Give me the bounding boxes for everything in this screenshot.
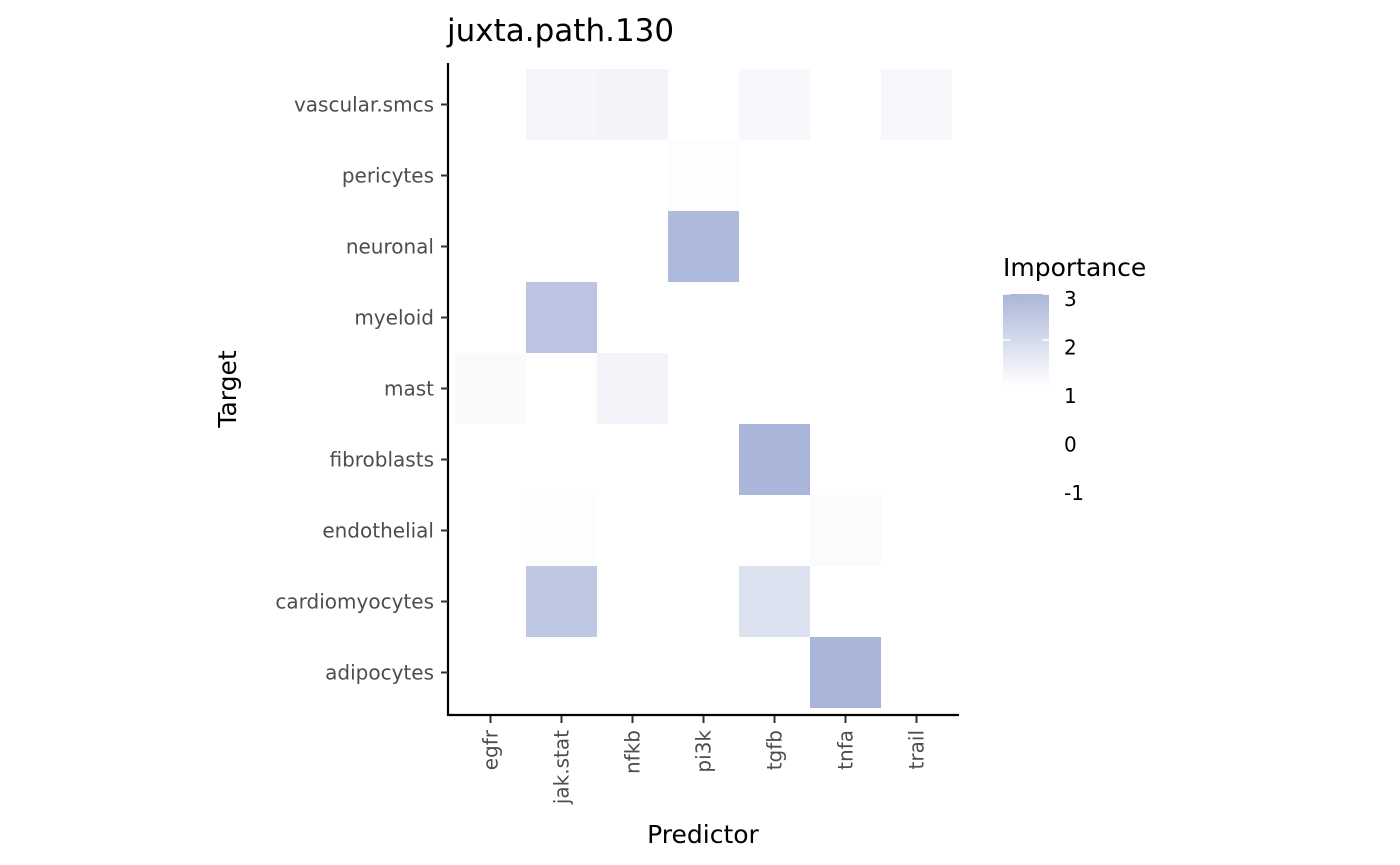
y-tick-label: cardiomyocytes [275, 590, 434, 614]
x-axis-ticks: egfr jak.stat nfkb pi3k tgfb tnfa trail [479, 716, 929, 805]
legend-tick-label: 2 [1064, 336, 1077, 360]
y-tick-label: mast [384, 377, 434, 401]
x-tick-label: jak.stat [550, 730, 574, 805]
heatmap-cell-vascular.smcs-jak.stat [526, 69, 597, 140]
heatmap-cell-vascular.smcs-trail [881, 69, 952, 140]
heatmap-cell-adipocytes-tnfa [810, 637, 881, 708]
y-axis-ticks: adipocytes cardiomyocytes endothelial fibro… [275, 93, 448, 685]
chart-title: juxta.path.130 [446, 13, 674, 49]
legend-title: Importance [1003, 253, 1146, 282]
heatmap-cell-myeloid-jak.stat [526, 282, 597, 353]
legend: Importance 3 2 1 0 -1 [1003, 253, 1146, 505]
y-axis-title: Target [213, 350, 242, 429]
heatmap-cell-fibroblasts-tgfb [739, 424, 810, 495]
heatmap-cell-mast-nfkb [597, 353, 668, 424]
y-tick-label: vascular.smcs [294, 93, 434, 117]
y-tick-label: myeloid [354, 306, 434, 330]
heatmap-cell-vascular.smcs-tgfb [739, 69, 810, 140]
legend-colorbar [1003, 294, 1049, 386]
heatmap-cell-cardiomyocytes-jak.stat [526, 566, 597, 637]
y-tick-label: neuronal [346, 235, 434, 259]
y-tick-label: adipocytes [325, 661, 434, 685]
y-tick-label: pericytes [342, 164, 434, 188]
x-tick-label: trail [905, 730, 929, 769]
x-tick-label: pi3k [692, 730, 716, 773]
x-tick-label: egfr [479, 729, 503, 770]
legend-tick-label: -1 [1064, 481, 1084, 505]
y-tick-label: endothelial [322, 519, 434, 543]
heatmap-cell-mast-egfr [455, 353, 526, 424]
heatmap-cell-endothelial-jak.stat [526, 495, 597, 566]
x-tick-label: tgfb [763, 730, 787, 770]
x-axis-title: Predictor [647, 820, 759, 849]
y-tick-label: fibroblasts [329, 448, 434, 472]
legend-ticks: 3 2 1 0 -1 [1003, 287, 1084, 505]
heatmap-cell-pericytes-pi3k [668, 140, 739, 211]
x-tick-label: nfkb [621, 730, 645, 774]
heatmap-cell-cardiomyocytes-tgfb [739, 566, 810, 637]
x-tick-label: tnfa [834, 730, 858, 770]
legend-tick-label: 3 [1064, 287, 1077, 311]
heatmap-cell-endothelial-tnfa [810, 495, 881, 566]
heatmap-cells [455, 69, 952, 708]
legend-tick-label: 1 [1064, 384, 1077, 408]
heatmap-cell-vascular.smcs-nfkb [597, 69, 668, 140]
heatmap-cell-neuronal-pi3k [668, 211, 739, 282]
legend-tick-label: 0 [1064, 433, 1077, 457]
